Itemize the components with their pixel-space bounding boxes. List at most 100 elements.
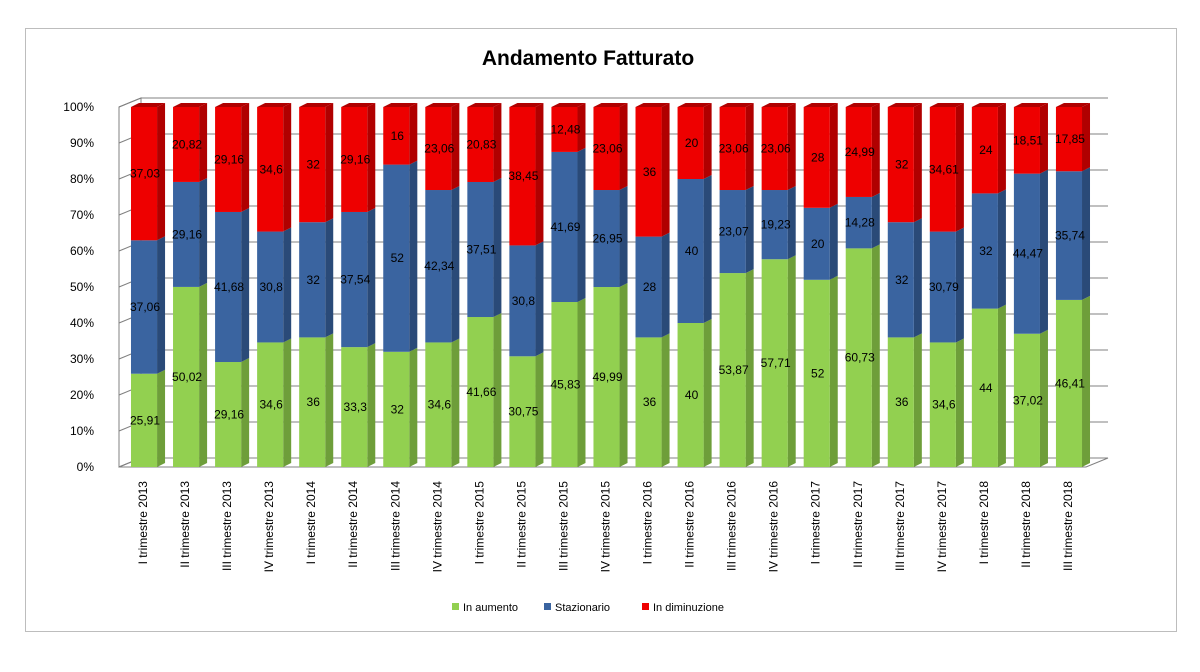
y-tick-label: 80% xyxy=(70,172,94,186)
bar-side xyxy=(703,319,712,467)
bar-top xyxy=(1055,103,1091,107)
bar-side xyxy=(325,333,334,467)
bar-top xyxy=(845,103,880,107)
bar-segment xyxy=(761,259,788,467)
bar-segment xyxy=(845,107,872,197)
bar-segment xyxy=(1055,171,1083,300)
data-label: 32 xyxy=(979,244,993,258)
bar-segment xyxy=(215,107,242,212)
bar-side xyxy=(493,177,502,318)
x-tick-label: I trimestre 2014 xyxy=(304,481,318,565)
bar-segment xyxy=(299,337,326,467)
bar-segment xyxy=(845,248,872,467)
bar-top xyxy=(929,103,964,107)
bar-side xyxy=(535,103,544,246)
bar-side xyxy=(1082,103,1091,172)
data-label: 20 xyxy=(685,136,699,150)
bar-side xyxy=(157,103,166,241)
bar-side xyxy=(283,103,292,232)
bar-top xyxy=(1013,103,1048,107)
bar-segment xyxy=(803,279,830,467)
bar-side xyxy=(619,103,628,191)
chart-canvas: 0% 10% 20% 30% 40% 50% 60% 70% 80% 90% 100% 25,91 3… xyxy=(63,47,1109,614)
bar-segment xyxy=(719,107,746,191)
y-tick-label: 100% xyxy=(63,100,94,114)
data-label: 60,73 xyxy=(845,351,875,365)
chart-frame: 0% 10% 20% 30% 40% 50% 60% 70% 80% 90% 100% 25,91 3… xyxy=(25,28,1177,632)
data-label: 30,75 xyxy=(508,405,538,419)
bar-side xyxy=(1039,329,1048,467)
data-label: 20 xyxy=(811,237,825,251)
bar-side xyxy=(325,218,334,338)
data-label: 19,23 xyxy=(761,218,791,232)
y-tick-label: 40% xyxy=(70,316,94,330)
x-tick-label: IV trimestre 2014 xyxy=(430,481,444,573)
bar-segment xyxy=(1013,107,1040,174)
bar-segment xyxy=(215,211,242,363)
data-label: 23,06 xyxy=(719,142,749,156)
bar-segment xyxy=(1013,173,1040,334)
bar-side xyxy=(787,103,796,191)
bar-side xyxy=(997,304,1006,467)
data-label: 24 xyxy=(979,143,993,157)
bar-segment xyxy=(887,107,914,223)
data-label: 26,95 xyxy=(592,232,622,246)
bar-segment xyxy=(425,342,452,467)
bar-side xyxy=(577,298,586,467)
bar-side xyxy=(955,103,964,232)
bar-side xyxy=(703,103,712,179)
bar-side xyxy=(619,283,628,467)
bar-side xyxy=(451,338,460,467)
data-label: 16 xyxy=(391,129,405,143)
data-label: 36 xyxy=(895,395,909,409)
data-label: 46,41 xyxy=(1055,376,1085,390)
bar-segment xyxy=(761,107,788,191)
data-label: 37,54 xyxy=(340,273,370,287)
data-label: 23,06 xyxy=(761,142,791,156)
data-label: 29,16 xyxy=(340,152,370,166)
data-label: 42,34 xyxy=(424,259,454,273)
bar-side xyxy=(913,218,922,338)
bar-side xyxy=(871,244,880,467)
bar-segment xyxy=(215,362,242,467)
data-label: 14,28 xyxy=(845,216,875,230)
bar-segment xyxy=(1013,333,1040,467)
bar-side xyxy=(199,282,208,467)
bar-top xyxy=(130,103,166,107)
x-tick-label: III trimestre 2013 xyxy=(220,481,234,571)
bar-segment xyxy=(635,236,662,338)
bar-side xyxy=(745,103,754,191)
bar-segment xyxy=(425,107,452,191)
x-tick-label: III trimestre 2015 xyxy=(556,481,570,571)
x-tick-label: III trimestre 2018 xyxy=(1061,481,1075,571)
data-label: 52 xyxy=(391,251,405,265)
data-label: 32 xyxy=(391,402,405,416)
data-label: 23,07 xyxy=(719,225,749,239)
legend-swatch xyxy=(452,603,459,610)
bar-segment xyxy=(467,317,494,467)
bar-side xyxy=(619,186,628,288)
data-label: 40 xyxy=(685,388,699,402)
y-tick-label: 70% xyxy=(70,208,94,222)
bar-side xyxy=(157,236,166,374)
bars xyxy=(130,103,1091,467)
bar-segment xyxy=(929,107,956,232)
bar-segment xyxy=(551,107,578,152)
x-tick-label: I trimestre 2015 xyxy=(472,481,486,565)
data-label: 49,99 xyxy=(592,370,622,384)
data-labels: 25,91 37,06 37,03 50,02 29,16 20,82 29,16 41,68… xyxy=(130,122,1085,427)
bar-segment xyxy=(761,190,788,260)
data-label: 52 xyxy=(811,366,825,380)
bar-segment xyxy=(299,222,326,338)
bar-top xyxy=(635,103,670,107)
y-tick-label: 10% xyxy=(70,424,94,438)
bar-segment xyxy=(635,107,662,237)
bar-side xyxy=(661,103,670,237)
x-tick-label: IV trimestre 2013 xyxy=(262,481,276,573)
y-tick-label: 30% xyxy=(70,352,94,366)
data-label: 53,87 xyxy=(719,363,749,377)
bar-segment xyxy=(635,337,662,467)
data-label: 37,02 xyxy=(1013,393,1043,407)
bar-side xyxy=(703,175,712,323)
legend-label: Stazionario xyxy=(555,602,610,614)
